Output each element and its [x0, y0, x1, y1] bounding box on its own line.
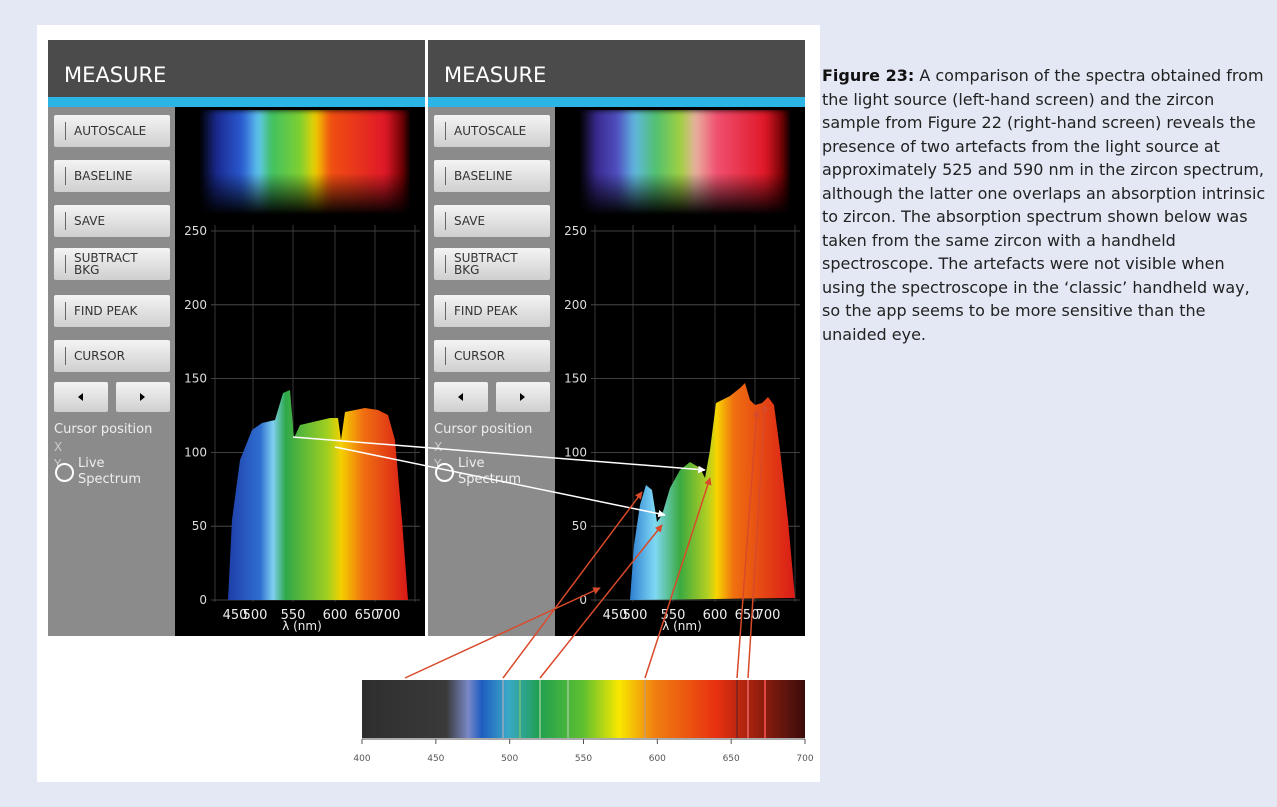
light-source-spectrum [228, 390, 408, 600]
spectra [228, 383, 795, 600]
scale-tick-label: 550 [575, 754, 592, 764]
zircon-spectrum [630, 383, 795, 600]
scale-tick-label: 600 [649, 754, 666, 764]
overlay: 400 450 500 550 600 650 700 [0, 0, 1277, 807]
scale-tick-label: 500 [501, 754, 518, 764]
scale-tick-label: 700 [796, 754, 813, 764]
scale-tick-label: 400 [353, 754, 370, 764]
spectroscope-scale: 400 450 500 550 600 650 700 [353, 739, 813, 764]
page: Figure 23: A comparison of the spectra o… [0, 0, 1277, 807]
spectroscope-bar [362, 680, 805, 738]
scale-tick-label: 450 [427, 754, 444, 764]
scale-tick-label: 650 [723, 754, 740, 764]
